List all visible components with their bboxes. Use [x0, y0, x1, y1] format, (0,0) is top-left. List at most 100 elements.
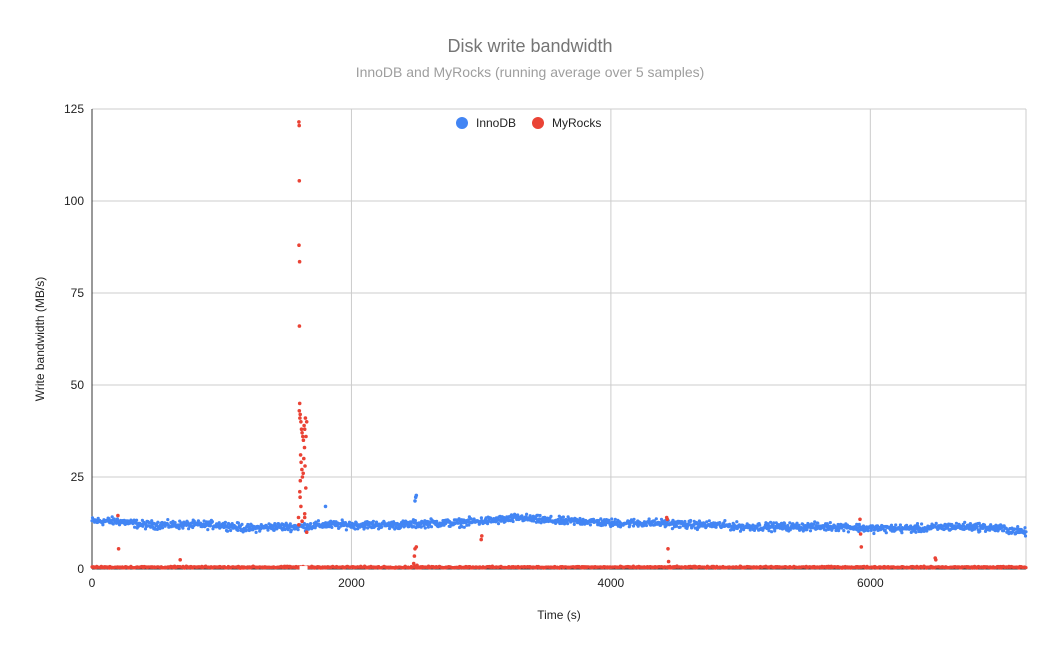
legend-label-innodb: InnoDB	[476, 116, 516, 130]
point-innodb	[647, 517, 651, 521]
point-innodb	[683, 522, 688, 526]
point-innodb	[836, 522, 840, 527]
outlier-point-myrocks	[302, 427, 307, 432]
point-innodb	[143, 527, 148, 531]
point-innodb	[469, 517, 473, 521]
point-innodb	[525, 512, 529, 516]
point-innodb	[217, 521, 221, 525]
point-innodb	[963, 520, 967, 525]
point-innodb	[628, 523, 632, 527]
point-innodb	[613, 517, 617, 521]
outlier-point-myrocks	[296, 515, 301, 520]
point-innodb	[363, 525, 367, 529]
outlier-point-myrocks	[858, 532, 863, 536]
point-innodb	[496, 522, 501, 526]
point-innodb	[1023, 526, 1027, 530]
legend-marker-innodb	[456, 117, 468, 129]
point-innodb	[857, 522, 861, 526]
point-innodb	[783, 522, 787, 526]
y-tick-label: 100	[64, 194, 84, 208]
point-innodb	[173, 521, 177, 525]
outlier-point-myrocks	[303, 416, 308, 420]
point-innodb	[240, 522, 244, 527]
point-innodb	[900, 531, 904, 535]
point-innodb	[413, 519, 417, 523]
outlier-point-myrocks	[415, 563, 419, 568]
point-innodb	[538, 513, 542, 518]
outlier-point-myrocks	[299, 460, 303, 465]
point-innodb	[707, 519, 711, 523]
outlier-point-myrocks	[299, 420, 303, 424]
outlier-point-myrocks	[116, 513, 120, 518]
point-innodb	[813, 520, 817, 524]
outlier-point-myrocks	[302, 515, 307, 520]
x-axis-label: Time (s)	[537, 608, 581, 622]
outlier-point-myrocks	[304, 486, 308, 490]
point-innodb	[296, 528, 300, 532]
point-innodb	[752, 528, 757, 533]
outlier-point-myrocks	[665, 517, 670, 522]
point-innodb	[915, 522, 920, 526]
gridlines	[91, 108, 1027, 570]
outlier-point-myrocks	[299, 504, 303, 509]
point-innodb	[467, 523, 471, 527]
point-innodb	[994, 523, 998, 527]
point-innodb	[366, 526, 370, 530]
point-innodb	[387, 526, 392, 531]
point-innodb	[134, 521, 138, 525]
point-innodb	[922, 529, 926, 533]
x-tick-label: 6000	[857, 576, 884, 590]
point-innodb	[562, 522, 567, 526]
point-innodb	[631, 524, 636, 528]
outlier-point-myrocks	[297, 523, 301, 527]
point-innodb	[1013, 527, 1017, 531]
point-innodb	[150, 519, 154, 523]
outlier-point-myrocks	[859, 545, 864, 549]
x-tick-label: 2000	[338, 576, 365, 590]
point-innodb	[206, 528, 210, 532]
chart-subtitle: InnoDB and MyRocks (running average over…	[356, 64, 705, 80]
point-innodb	[934, 521, 938, 526]
point-innodb	[842, 529, 846, 533]
point-innodb	[898, 523, 903, 527]
axes: 0 25 50 75 100 125 0 2000 4000 6000	[64, 102, 884, 590]
outlier-point-myrocks	[178, 558, 182, 562]
point-innodb	[658, 523, 663, 528]
outlier-point-myrocks	[479, 537, 484, 542]
point-innodb	[840, 526, 844, 530]
y-axis-label: Write bandwidth (MB/s)	[33, 277, 47, 401]
outlier-point-myrocks	[297, 401, 302, 406]
outlier-point-myrocks	[298, 478, 303, 483]
point-innodb	[429, 525, 434, 529]
point-innodb	[487, 519, 491, 524]
point-innodb	[371, 519, 375, 524]
outlier-point-myrocks	[303, 464, 307, 468]
point-innodb	[1016, 525, 1020, 529]
outlier-point-myrocks	[411, 561, 416, 566]
outlier-point-myrocks	[298, 412, 303, 417]
point-innodb	[905, 523, 909, 527]
outlier-point-myrocks	[297, 409, 302, 413]
point-innodb	[110, 515, 114, 519]
point-innodb	[909, 524, 913, 528]
point-innodb	[786, 523, 790, 528]
point-innodb	[678, 525, 682, 529]
outlier-point-myrocks	[298, 453, 303, 457]
point-innodb	[837, 529, 841, 533]
outlier-point-myrocks	[858, 517, 862, 522]
point-innodb	[767, 529, 771, 533]
point-innodb	[856, 526, 860, 531]
point-innodb	[316, 519, 320, 523]
point-innodb	[561, 515, 566, 519]
y-tick-label: 0	[77, 562, 84, 576]
outlier-point-myrocks	[298, 489, 302, 494]
outlier-point-myrocks	[298, 495, 302, 500]
point-innodb	[353, 527, 357, 531]
outlier-point-myrocks	[298, 416, 302, 420]
point-innodb	[670, 527, 675, 531]
outlier-point-myrocks	[480, 534, 484, 538]
outlier-point-innodb	[413, 499, 417, 503]
outlier-point-myrocks	[302, 456, 306, 461]
x-tick-label: 4000	[598, 576, 625, 590]
